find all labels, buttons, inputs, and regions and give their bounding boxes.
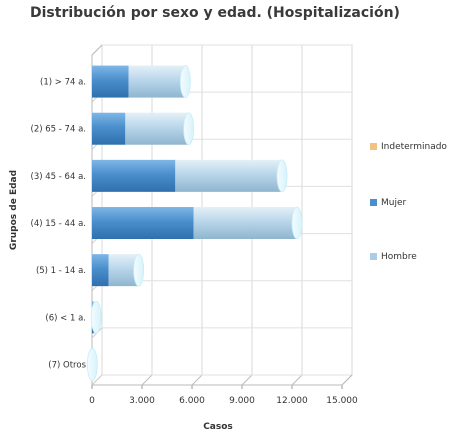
bar-end-cap <box>291 206 303 240</box>
legend-label: Hombre <box>381 252 417 262</box>
floor-gridline <box>291 374 303 386</box>
legend-item-hombre[interactable]: Hombre <box>370 252 417 266</box>
floor-gridline <box>141 374 153 386</box>
legend-item-indeterminado[interactable]: Indeterminado <box>370 142 447 156</box>
y-axis-label: Grupos de Edad <box>9 170 19 250</box>
bar-hombre <box>193 207 297 239</box>
bar-end-cap <box>276 159 288 193</box>
legend-label: Indeterminado <box>381 142 447 152</box>
floor-edge <box>341 374 353 386</box>
legend-label: Mujer <box>381 198 407 208</box>
x-tick-label: 12.000 <box>276 396 308 406</box>
x-tick-label: 3.000 <box>129 396 155 406</box>
bar-mujer <box>92 112 126 145</box>
y-tick-label: (6) < 1 a. <box>45 313 86 323</box>
wall-edge <box>91 44 103 56</box>
x-tick-label: 15.000 <box>326 396 358 406</box>
bar-mujer <box>92 65 129 98</box>
bar-mujer <box>92 159 176 192</box>
bar-end-cap <box>179 65 191 98</box>
x-tick-label: 6.000 <box>179 396 205 406</box>
legend-swatch <box>370 199 377 206</box>
bar-end-cap <box>90 300 102 334</box>
bar-hombre <box>128 65 186 98</box>
y-tick-label: (2) 65 - 74 a. <box>31 125 86 135</box>
legend-item-mujer[interactable]: Mujer <box>370 198 406 212</box>
bar-hombre <box>175 159 282 192</box>
floor-gridline <box>241 374 253 386</box>
y-tick-label: (4) 15 - 44 a. <box>31 219 86 229</box>
y-tick-label: (7) Otros <box>48 360 86 370</box>
x-tick-label: 9.000 <box>229 396 255 406</box>
floor-gridline <box>191 374 203 386</box>
x-axis-label: Casos <box>203 422 233 432</box>
x-tick-label: 0 <box>89 396 95 406</box>
y-tick-label: (1) > 74 a. <box>40 78 86 88</box>
chart-title: Distribución por sexo y edad. (Hospitali… <box>30 5 400 21</box>
bar-mujer <box>92 254 109 287</box>
bar-end-cap <box>183 112 195 146</box>
y-tick-label: (5) 1 - 14 a. <box>36 266 86 276</box>
legend-swatch <box>370 253 377 260</box>
legend-swatch <box>370 143 377 150</box>
y-tick-label: (3) 45 - 64 a. <box>31 172 86 182</box>
bar-hombre <box>125 112 189 145</box>
bar-end-cap <box>133 253 145 287</box>
bar-mujer <box>92 207 194 239</box>
bar-end-cap <box>86 348 98 381</box>
side-gridline <box>91 374 103 386</box>
